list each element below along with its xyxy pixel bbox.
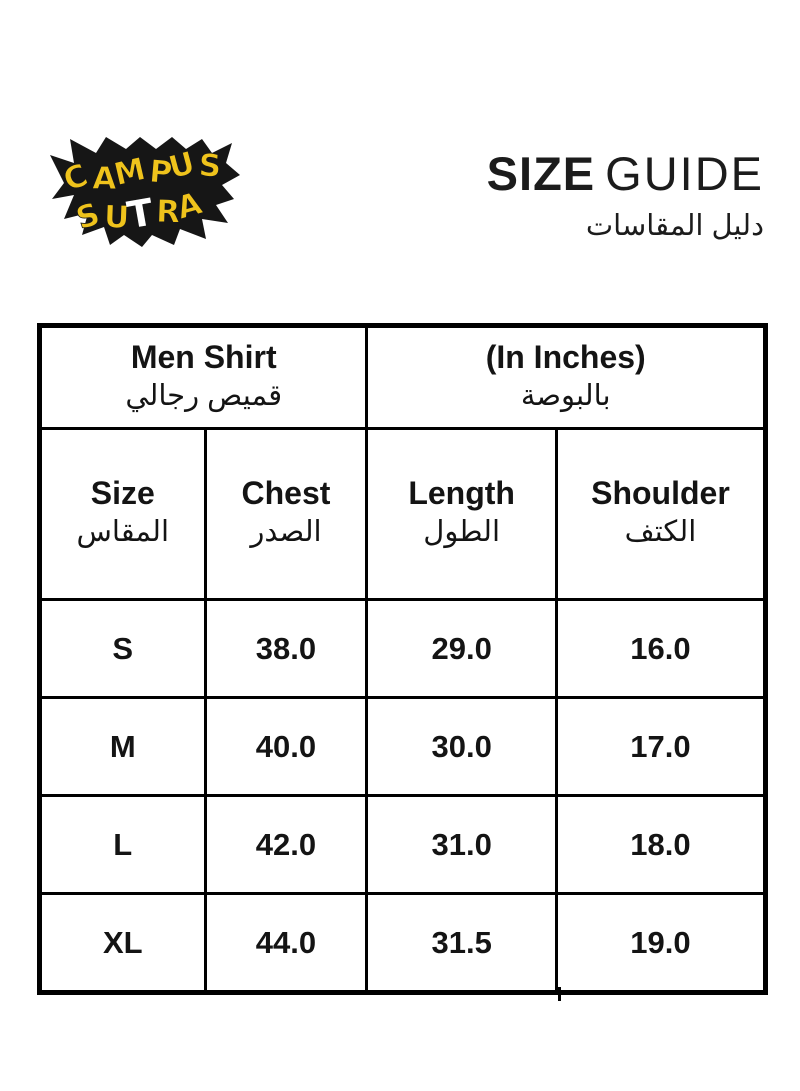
group-header-men-shirt: Men Shirt قميص رجالي xyxy=(37,324,369,430)
column-header-chest-en: Chest xyxy=(241,475,331,512)
shoulder-value: 16.0 xyxy=(554,598,768,699)
column-header-row: Size المقاس Chest الصدر Length الطول Sho… xyxy=(38,427,768,601)
size-value: L xyxy=(38,794,207,895)
table-row-s: S 38.0 29.0 16.0 xyxy=(38,598,768,699)
page-header: SIZE GUIDE دليل المقاسات xyxy=(487,150,764,243)
length-value: 30.0 xyxy=(365,696,558,797)
column-header-chest: Chest الصدر xyxy=(203,427,369,601)
column-header-size-en: Size xyxy=(90,475,155,512)
table-row-l: L 42.0 31.0 18.0 xyxy=(38,794,768,895)
shoulder-value: 17.0 xyxy=(554,696,768,797)
column-header-shoulder: Shoulder الكتف xyxy=(554,427,768,601)
size-table-container: Men Shirt قميص رجالي (In Inches) بالبوصة… xyxy=(37,323,768,1001)
chest-value: 40.0 xyxy=(203,696,369,797)
table-row-m: M 40.0 30.0 17.0 xyxy=(38,696,768,797)
size-value: XL xyxy=(38,892,207,994)
campus-sutra-logo-icon: CAMPUS SUTRA xyxy=(50,137,240,247)
table-row-xl: XL 44.0 31.5 19.0 xyxy=(38,892,768,994)
group-header-men-shirt-ar: قميص رجالي xyxy=(125,379,283,412)
page-subtitle-arabic: دليل المقاسات xyxy=(585,210,764,242)
group-header-row: Men Shirt قميص رجالي (In Inches) بالبوصة xyxy=(37,324,767,430)
length-value: 31.5 xyxy=(365,892,558,994)
column-header-length-ar: الطول xyxy=(423,516,501,549)
length-value: 29.0 xyxy=(365,598,558,699)
group-header-in-inches: (In Inches) بالبوصة xyxy=(365,324,767,430)
chest-value: 38.0 xyxy=(203,598,369,699)
column-header-size-ar: المقاس xyxy=(76,516,170,549)
size-value: S xyxy=(38,598,207,699)
group-header-in-inches-en: (In Inches) xyxy=(485,338,646,375)
chest-value: 44.0 xyxy=(203,892,369,994)
chest-value: 42.0 xyxy=(203,794,369,895)
column-header-length-en: Length xyxy=(408,475,515,512)
column-header-chest-ar: الصدر xyxy=(250,516,322,549)
size-table: Men Shirt قميص رجالي (In Inches) بالبوصة… xyxy=(37,323,768,995)
column-header-shoulder-en: Shoulder xyxy=(591,475,730,512)
size-value: M xyxy=(38,696,207,797)
logo-blob xyxy=(50,137,240,247)
page-title: SIZE GUIDE xyxy=(487,150,764,197)
shoulder-value: 19.0 xyxy=(554,892,768,994)
column-header-size: Size المقاس xyxy=(38,427,207,601)
title-guide: GUIDE xyxy=(605,147,764,200)
title-size: SIZE xyxy=(486,147,596,200)
shoulder-value: 18.0 xyxy=(554,794,768,895)
length-value: 31.0 xyxy=(365,794,558,895)
group-header-men-shirt-en: Men Shirt xyxy=(130,338,277,375)
group-header-in-inches-ar: بالبوصة xyxy=(520,379,611,412)
column-header-shoulder-ar: الكتف xyxy=(624,516,697,549)
column-header-length: Length الطول xyxy=(365,427,558,601)
column-divider-overshoot xyxy=(558,987,561,1001)
